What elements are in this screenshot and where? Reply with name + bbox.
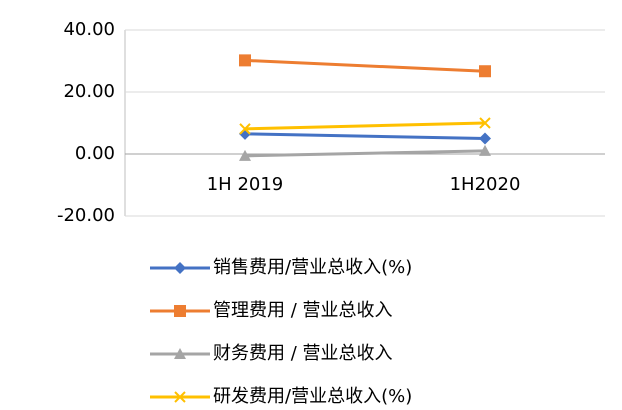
- marker: [239, 54, 251, 67]
- y-tick-label: 20.00: [63, 81, 115, 102]
- marker: [479, 65, 491, 78]
- series-line: [244, 149, 486, 158]
- legend-label: 财务费用 / 营业总收入: [213, 343, 393, 364]
- x-tick-label: 1H2020: [450, 174, 521, 195]
- series-line: [244, 58, 486, 73]
- marker: [174, 391, 186, 403]
- x-tick-label: 1H 2019: [207, 174, 284, 195]
- marker: [174, 262, 186, 274]
- series-line: [244, 121, 486, 131]
- legend-label: 研发费用/营业总收入(%): [213, 386, 412, 407]
- marker: [239, 149, 251, 161]
- legend-label: 管理费用 / 营业总收入: [213, 300, 393, 321]
- y-tick-label: -20.00: [57, 205, 115, 226]
- series-line: [244, 132, 486, 140]
- y-tick-label: 40.00: [63, 19, 115, 40]
- marker: [479, 132, 491, 145]
- marker: [174, 305, 186, 317]
- marker: [479, 117, 491, 129]
- marker: [174, 348, 186, 359]
- legend-label: 销售费用/营业总收入(%): [213, 257, 412, 278]
- marker: [479, 144, 491, 156]
- y-tick-label: 0.00: [75, 143, 115, 164]
- marker: [239, 123, 251, 135]
